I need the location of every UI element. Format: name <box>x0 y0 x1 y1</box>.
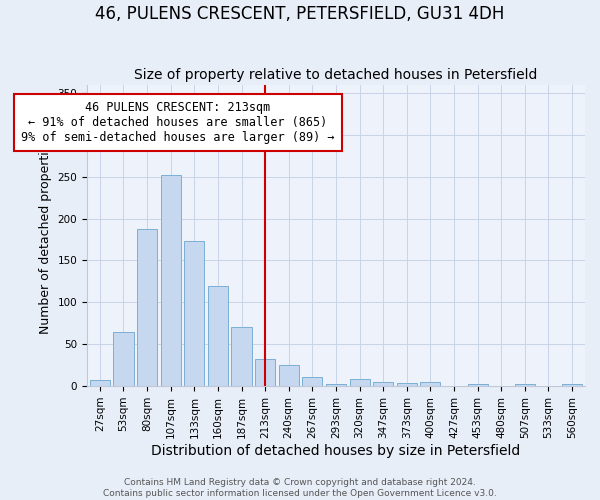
Text: 46 PULENS CRESCENT: 213sqm
← 91% of detached houses are smaller (865)
9% of semi: 46 PULENS CRESCENT: 213sqm ← 91% of deta… <box>21 102 335 144</box>
Bar <box>232 328 251 386</box>
Text: 46, PULENS CRESCENT, PETERSFIELD, GU31 4DH: 46, PULENS CRESCENT, PETERSFIELD, GU31 4… <box>95 5 505 23</box>
Bar <box>90 380 110 386</box>
Bar <box>161 175 181 386</box>
Bar <box>208 286 228 386</box>
Bar <box>467 384 488 386</box>
Bar <box>302 377 322 386</box>
Title: Size of property relative to detached houses in Petersfield: Size of property relative to detached ho… <box>134 68 538 82</box>
Text: Contains HM Land Registry data © Crown copyright and database right 2024.
Contai: Contains HM Land Registry data © Crown c… <box>103 478 497 498</box>
Bar <box>255 360 275 386</box>
Bar <box>113 332 134 386</box>
Bar <box>373 382 393 386</box>
Bar <box>397 382 417 386</box>
Bar <box>137 230 157 386</box>
X-axis label: Distribution of detached houses by size in Petersfield: Distribution of detached houses by size … <box>151 444 521 458</box>
Bar <box>515 384 535 386</box>
Bar <box>326 384 346 386</box>
Bar <box>350 378 370 386</box>
Bar <box>562 384 582 386</box>
Y-axis label: Number of detached properties: Number of detached properties <box>39 137 52 334</box>
Bar <box>421 382 440 386</box>
Bar <box>279 365 299 386</box>
Bar <box>184 241 205 386</box>
